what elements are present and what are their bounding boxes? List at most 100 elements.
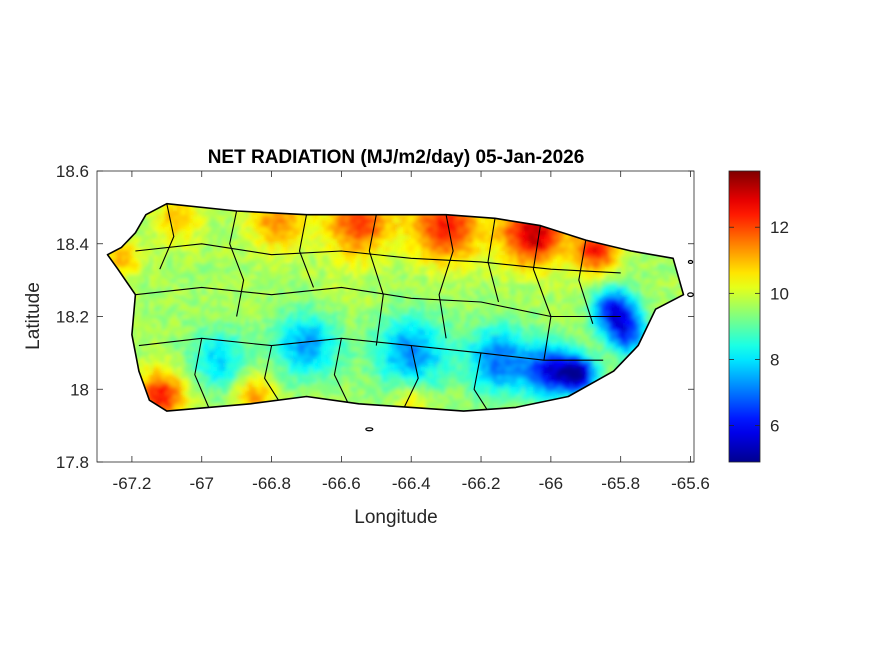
field-cell xyxy=(397,299,402,304)
field-cell xyxy=(337,307,342,312)
field-cell xyxy=(325,223,330,228)
field-cell xyxy=(317,351,322,356)
field-cell xyxy=(133,287,138,292)
field-cell xyxy=(353,391,358,396)
field-cell xyxy=(329,267,334,272)
field-cell xyxy=(213,371,218,376)
field-cell xyxy=(173,215,178,220)
field-cell xyxy=(409,295,414,300)
field-cell xyxy=(273,223,278,228)
field-cell xyxy=(321,311,326,316)
field-cell xyxy=(377,355,382,360)
field-cell xyxy=(181,371,186,376)
field-cell xyxy=(381,251,386,256)
field-cell xyxy=(369,231,374,236)
field-cell xyxy=(317,311,322,316)
field-cell xyxy=(297,287,302,292)
field-cell xyxy=(325,319,330,324)
field-cell xyxy=(301,319,306,324)
field-cell xyxy=(225,247,230,252)
field-cell xyxy=(249,371,254,376)
field-cell xyxy=(397,327,402,332)
field-cell xyxy=(177,387,182,392)
field-cell xyxy=(369,379,374,384)
field-cell xyxy=(221,351,226,356)
field-cell xyxy=(169,327,174,332)
field-cell xyxy=(345,327,350,332)
field-cell xyxy=(177,303,182,308)
field-cell xyxy=(193,211,198,216)
field-cell xyxy=(317,271,322,276)
field-cell xyxy=(397,375,402,380)
field-cell xyxy=(161,343,166,348)
field-cell xyxy=(237,335,242,340)
field-cell xyxy=(401,307,406,312)
field-cell xyxy=(177,207,182,212)
field-cell xyxy=(289,223,294,228)
field-cell xyxy=(377,267,382,272)
field-cell xyxy=(181,275,186,280)
field-cell xyxy=(289,319,294,324)
field-cell xyxy=(153,339,158,344)
field-cell xyxy=(177,351,182,356)
field-cell xyxy=(173,279,178,284)
field-cell xyxy=(393,339,398,344)
field-cell xyxy=(329,339,334,344)
field-cell xyxy=(261,239,266,244)
field-cell xyxy=(181,331,186,336)
field-cell xyxy=(313,295,318,300)
field-cell xyxy=(161,251,166,256)
field-cell xyxy=(297,243,302,248)
field-cell xyxy=(253,327,258,332)
field-cell xyxy=(373,387,378,392)
field-cell xyxy=(337,379,342,384)
field-cell xyxy=(361,283,366,288)
field-cell xyxy=(213,375,218,380)
field-cell xyxy=(185,215,190,220)
field-cell xyxy=(405,315,410,320)
field-cell xyxy=(337,395,342,400)
field-cell xyxy=(201,247,206,252)
field-cell xyxy=(157,335,162,340)
field-cell xyxy=(173,379,178,384)
field-cell xyxy=(273,267,278,272)
field-cell xyxy=(333,379,338,384)
field-cell xyxy=(129,259,134,264)
field-cell xyxy=(229,279,234,284)
field-cell xyxy=(169,211,174,216)
field-cell xyxy=(169,267,174,272)
field-cell xyxy=(405,351,410,356)
field-cell xyxy=(365,371,370,376)
field-cell xyxy=(185,351,190,356)
field-cell xyxy=(345,279,350,284)
field-cell xyxy=(333,223,338,228)
field-cell xyxy=(337,335,342,340)
field-cell xyxy=(137,279,142,284)
field-cell xyxy=(253,339,258,344)
field-cell xyxy=(253,383,258,388)
field-cell xyxy=(365,227,370,232)
field-cell xyxy=(333,327,338,332)
field-cell xyxy=(229,239,234,244)
field-cell xyxy=(201,323,206,328)
field-cell xyxy=(309,227,314,232)
field-cell xyxy=(249,211,254,216)
field-cell xyxy=(169,395,174,400)
field-cell xyxy=(377,379,382,384)
field-cell xyxy=(289,351,294,356)
field-cell xyxy=(325,219,330,224)
field-cell xyxy=(189,219,194,224)
field-cell xyxy=(369,375,374,380)
field-cell xyxy=(397,283,402,288)
field-cell xyxy=(289,331,294,336)
field-cell xyxy=(373,383,378,388)
field-cell xyxy=(197,207,202,212)
field-cell xyxy=(193,399,198,404)
field-cell xyxy=(197,379,202,384)
field-cell xyxy=(353,227,358,232)
field-cell xyxy=(405,327,410,332)
field-cell xyxy=(381,223,386,228)
field-cell xyxy=(313,315,318,320)
field-cell xyxy=(401,263,406,268)
field-cell xyxy=(345,271,350,276)
